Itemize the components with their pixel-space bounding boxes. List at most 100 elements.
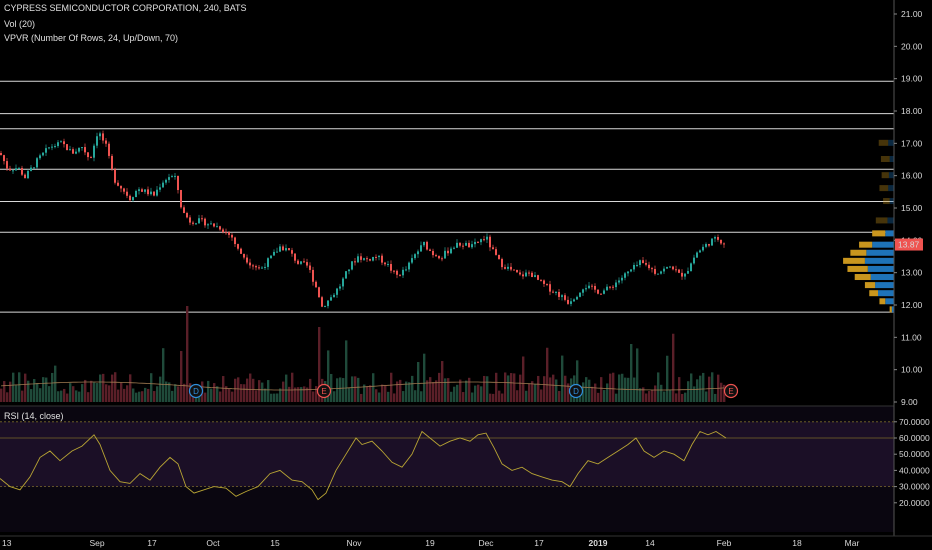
candle-body bbox=[156, 189, 158, 196]
volume-bar bbox=[171, 390, 174, 402]
candle-body bbox=[576, 296, 578, 300]
volume-bar bbox=[534, 383, 537, 402]
candle-body bbox=[60, 141, 62, 143]
volume-bar bbox=[258, 380, 261, 402]
volume-bar bbox=[252, 378, 255, 402]
candle-body bbox=[123, 188, 125, 192]
volume-bar bbox=[366, 386, 369, 402]
candle-body bbox=[12, 170, 14, 172]
volume-bar bbox=[429, 377, 432, 402]
date-axis[interactable]: 13 Sep 17 Oct 15 Nov 19 Dec 17 2019 14 Feb 18 Mar bbox=[0, 535, 932, 548]
candle-body bbox=[654, 268, 656, 274]
candle-body bbox=[204, 218, 206, 226]
volume-bar bbox=[546, 347, 549, 402]
volume-bar bbox=[438, 372, 441, 402]
volume-bar bbox=[381, 384, 384, 402]
volume-ma-line bbox=[0, 381, 725, 391]
candle-body bbox=[378, 255, 380, 258]
volume-bar bbox=[681, 393, 684, 402]
volume-pane bbox=[0, 306, 726, 402]
candle-body bbox=[468, 242, 470, 248]
candle-body bbox=[180, 190, 182, 208]
volume-bar bbox=[648, 391, 651, 402]
candle-body bbox=[579, 292, 581, 297]
candle-body bbox=[633, 264, 635, 270]
volume-bar bbox=[216, 386, 219, 402]
volume-bar bbox=[483, 375, 486, 402]
price-candles bbox=[0, 130, 725, 309]
candle-body bbox=[3, 155, 5, 162]
candle-body bbox=[687, 271, 689, 274]
candle-body bbox=[288, 248, 290, 251]
candle-body bbox=[297, 260, 299, 264]
volume-bar bbox=[690, 373, 693, 402]
volume-bar bbox=[453, 386, 456, 402]
candle-body bbox=[261, 267, 263, 269]
volume-bar bbox=[615, 393, 618, 402]
candle-body bbox=[582, 289, 584, 293]
candle-body bbox=[369, 259, 371, 261]
candle-body bbox=[153, 191, 155, 196]
candle-body bbox=[396, 270, 398, 275]
volume-bar bbox=[582, 382, 585, 402]
candle-body bbox=[252, 265, 254, 267]
volume-bar bbox=[531, 381, 534, 402]
volume-bar bbox=[198, 393, 201, 402]
volume-bar bbox=[270, 393, 273, 402]
vpvr-up-bar bbox=[888, 172, 894, 179]
vpvr-down-bar bbox=[864, 282, 876, 289]
candle-body bbox=[696, 252, 698, 258]
price-axis[interactable]: 21.0020.0019.0018.0017.0016.0015.0014.00… bbox=[893, 0, 932, 550]
volume-bar bbox=[306, 387, 309, 402]
candle-body bbox=[84, 147, 86, 153]
volume-profile bbox=[843, 139, 894, 313]
volume-bar bbox=[237, 377, 240, 402]
volume-bar bbox=[120, 382, 123, 402]
volume-bar bbox=[267, 380, 270, 402]
candle-body bbox=[42, 152, 44, 156]
volume-bar bbox=[255, 390, 258, 402]
candle-body bbox=[333, 294, 335, 298]
candle-body bbox=[414, 254, 416, 259]
candle-body bbox=[144, 189, 146, 192]
volume-bar bbox=[486, 376, 489, 402]
candle-body bbox=[342, 278, 344, 287]
candle-body bbox=[573, 299, 575, 302]
candle-body bbox=[267, 258, 269, 267]
candle-body bbox=[540, 279, 542, 281]
candle-body bbox=[447, 250, 449, 254]
candle-body bbox=[348, 269, 350, 272]
candle-body bbox=[417, 251, 419, 255]
vpvr-down-bar bbox=[843, 257, 865, 264]
price-tick-label: 13.00 bbox=[901, 268, 923, 278]
candle-body bbox=[9, 168, 11, 171]
candle-body bbox=[618, 280, 620, 283]
volume-bar bbox=[105, 384, 108, 402]
volume-bar bbox=[294, 387, 297, 402]
candle-body bbox=[54, 146, 56, 148]
candle-body bbox=[480, 239, 482, 243]
volume-bar bbox=[336, 378, 339, 402]
candle-body bbox=[231, 234, 233, 238]
volume-bar bbox=[24, 373, 27, 402]
volume-bar bbox=[606, 383, 609, 402]
candle-body bbox=[603, 290, 605, 294]
candle-body bbox=[522, 274, 524, 277]
volume-bar bbox=[444, 378, 447, 402]
candle-body bbox=[597, 289, 599, 294]
candle-body bbox=[105, 140, 107, 144]
candle-body bbox=[243, 253, 245, 258]
volume-bar bbox=[645, 393, 648, 402]
volume-bar bbox=[39, 388, 42, 402]
rsi-pane bbox=[0, 405, 894, 532]
candle-body bbox=[336, 288, 338, 295]
candle-body bbox=[432, 250, 434, 256]
volume-bar bbox=[549, 377, 552, 402]
candle-body bbox=[717, 237, 719, 240]
candle-body bbox=[525, 272, 527, 277]
vpvr-down-bar bbox=[883, 198, 890, 205]
candle-body bbox=[15, 168, 17, 171]
candle-body bbox=[624, 273, 626, 278]
candle-body bbox=[96, 136, 98, 146]
